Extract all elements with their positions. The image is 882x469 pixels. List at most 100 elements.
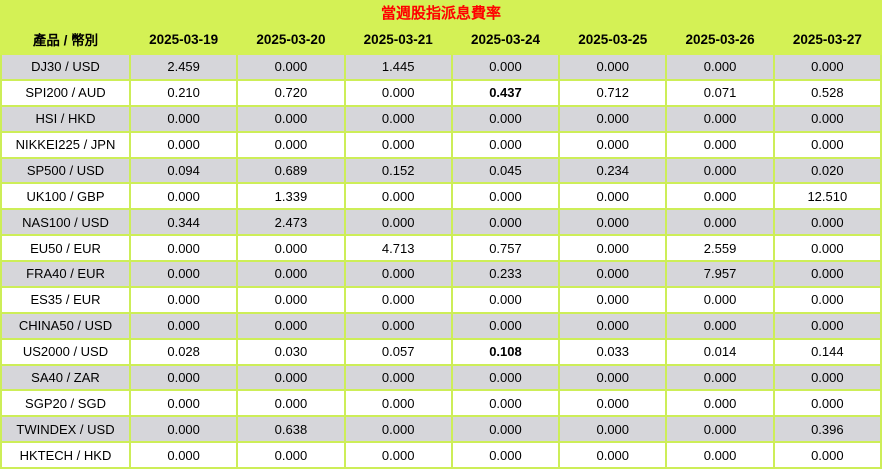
col-header-date: 2025-03-21: [343, 23, 453, 55]
value-cell: 0.014: [665, 337, 775, 366]
value-cell: 0.020: [772, 156, 882, 185]
value-cell: 0.144: [772, 337, 882, 366]
value-cell: 0.000: [772, 441, 882, 469]
value-cell: 0.000: [450, 208, 561, 237]
value-cell: 0.000: [558, 260, 668, 288]
value-cell: 0.000: [558, 311, 668, 340]
value-cell: 0.000: [343, 130, 453, 159]
table-row: NIKKEI225 / JPN 0.000 0.000 0.000 0.000 0.000…: [0, 130, 882, 159]
table-row: SGP20 / SGD 0.000 0.000 0.000 0.000 0.000 0.00…: [0, 389, 882, 418]
product-cell: NIKKEI225 / JPN: [0, 130, 131, 159]
value-cell: 0.000: [236, 389, 346, 418]
value-cell: 0.000: [236, 104, 346, 133]
value-cell: 0.000: [343, 208, 453, 237]
col-header-date: 2025-03-27: [772, 23, 882, 55]
table-row: UK100 / GBP 0.000 1.339 0.000 0.000 0.000 0.00…: [0, 182, 882, 211]
value-cell: 0.000: [343, 104, 453, 133]
value-cell: 0.000: [343, 182, 453, 211]
value-cell: 0.000: [665, 285, 775, 314]
value-cell: 0.000: [665, 156, 775, 185]
value-cell: 0.712: [558, 78, 668, 107]
value-cell: 0.000: [236, 363, 346, 392]
value-cell: 0.028: [128, 337, 239, 366]
value-cell: 0.000: [665, 441, 775, 469]
value-cell: 0.000: [450, 130, 561, 159]
value-cell: 0.000: [343, 415, 453, 444]
value-cell: 0.000: [343, 389, 453, 418]
value-cell: 0.045: [450, 156, 561, 185]
value-cell: 0.638: [236, 415, 346, 444]
col-header-date: 2025-03-20: [236, 23, 346, 55]
table-row: US2000 / USD 0.028 0.030 0.057 0.108 0.033 0.0…: [0, 337, 882, 366]
value-cell: 0.000: [558, 363, 668, 392]
value-cell: 0.000: [343, 78, 453, 107]
value-cell: 0.000: [558, 130, 668, 159]
value-cell: 0.000: [558, 389, 668, 418]
value-cell: 0.000: [450, 363, 561, 392]
product-cell: ES35 / EUR: [0, 285, 131, 314]
value-cell: 0.000: [450, 53, 561, 81]
value-cell: 0.000: [128, 415, 239, 444]
table-row: EU50 / EUR 0.000 0.000 4.713 0.757 0.000 2.559…: [0, 234, 882, 262]
value-cell: 0.000: [128, 363, 239, 392]
value-cell: 0.057: [343, 337, 453, 366]
value-cell: 0.000: [558, 53, 668, 81]
table-row: SPI200 / AUD 0.210 0.720 0.000 0.437 0.712 0.0…: [0, 78, 882, 107]
value-cell: 0.000: [236, 53, 346, 81]
value-cell: 0.030: [236, 337, 346, 366]
col-header-date: 2025-03-26: [665, 23, 775, 55]
product-cell: CHINA50 / USD: [0, 311, 131, 340]
table-row: CHINA50 / USD 0.000 0.000 0.000 0.000 0.000 0.…: [0, 311, 882, 340]
value-cell: 0.000: [450, 311, 561, 340]
value-cell: 4.713: [343, 234, 453, 262]
value-cell: 0.689: [236, 156, 346, 185]
value-cell: 0.000: [665, 363, 775, 392]
value-cell: 0.000: [128, 389, 239, 418]
value-cell: 0.000: [558, 441, 668, 469]
value-cell: 0.000: [665, 415, 775, 444]
value-cell: 0.000: [236, 311, 346, 340]
table-row: HSI / HKD 0.000 0.000 0.000 0.000 0.000 0.000 0…: [0, 104, 882, 133]
value-cell: 0.210: [128, 78, 239, 107]
value-cell: 0.000: [772, 104, 882, 133]
table-row: HKTECH / HKD 0.000 0.000 0.000 0.000 0.000 0.0…: [0, 441, 882, 469]
value-cell: 0.000: [236, 260, 346, 288]
value-cell: 0.000: [772, 285, 882, 314]
value-cell: 2.459: [128, 53, 239, 81]
product-cell: SP500 / USD: [0, 156, 131, 185]
value-cell: 1.445: [343, 53, 453, 81]
table-row: DJ30 / USD 2.459 0.000 1.445 0.000 0.000 0.000…: [0, 53, 882, 81]
product-cell: UK100 / GBP: [0, 182, 131, 211]
product-cell: SA40 / ZAR: [0, 363, 131, 392]
value-cell: 0.000: [128, 260, 239, 288]
value-cell: 0.000: [128, 285, 239, 314]
page-title: 當週股指派息費率: [0, 0, 882, 25]
value-cell: 0.000: [128, 234, 239, 262]
value-cell: 0.528: [772, 78, 882, 107]
value-cell: 1.339: [236, 182, 346, 211]
value-cell: 0.396: [772, 415, 882, 444]
product-cell: HSI / HKD: [0, 104, 131, 133]
value-cell: 0.094: [128, 156, 239, 185]
value-cell: 0.000: [558, 104, 668, 133]
value-cell: 0.000: [450, 104, 561, 133]
value-cell: 0.000: [665, 104, 775, 133]
value-cell: 0.000: [128, 104, 239, 133]
table-row: ES35 / EUR 0.000 0.000 0.000 0.000 0.000 0.000…: [0, 285, 882, 314]
value-cell: 0.000: [236, 130, 346, 159]
value-cell: 0.033: [558, 337, 668, 366]
value-cell: 2.473: [236, 208, 346, 237]
table-row: TWINDEX / USD 0.000 0.638 0.000 0.000 0.000 0.…: [0, 415, 882, 444]
col-header-date: 2025-03-24: [450, 23, 561, 55]
value-cell: 0.000: [128, 441, 239, 469]
value-cell: 0.000: [772, 208, 882, 237]
value-cell: 0.000: [772, 53, 882, 81]
value-cell: 0.000: [772, 311, 882, 340]
value-cell: 0.000: [343, 311, 453, 340]
value-cell: 0.000: [772, 130, 882, 159]
value-cell: 0.000: [558, 208, 668, 237]
value-cell: 0.000: [450, 415, 561, 444]
value-cell: 0.000: [665, 182, 775, 211]
value-cell: 0.000: [558, 415, 668, 444]
product-cell: SPI200 / AUD: [0, 78, 131, 107]
